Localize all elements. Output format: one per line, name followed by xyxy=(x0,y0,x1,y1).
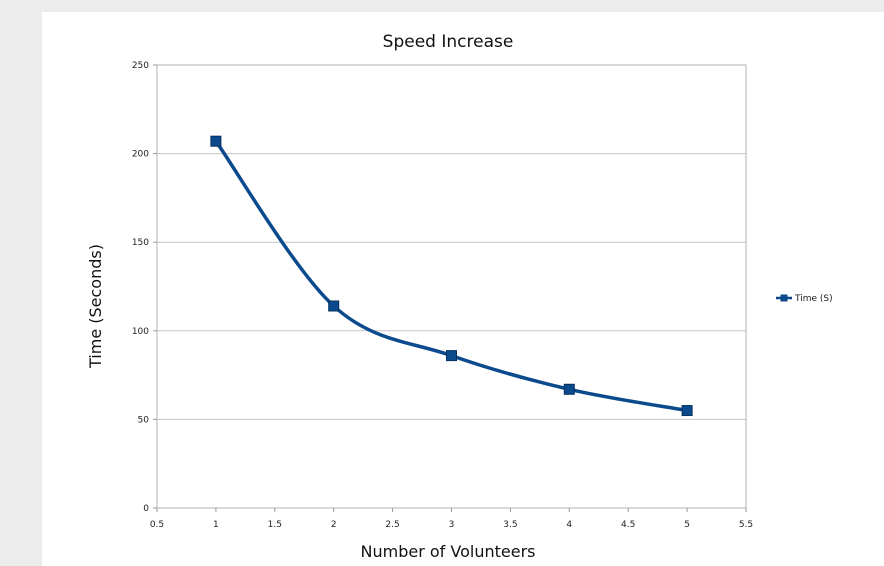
y-axis-ticks: 0 50 100 150 200 250 xyxy=(132,61,157,514)
y-tick-label: 200 xyxy=(132,150,149,160)
data-point xyxy=(328,300,340,312)
y-tick-label: 50 xyxy=(138,415,150,425)
x-tick-label: 4.5 xyxy=(621,520,635,530)
x-tick-label: 0.5 xyxy=(150,520,164,530)
plot-area xyxy=(156,64,747,509)
x-tick-label: 3 xyxy=(449,520,455,530)
chart-title: Speed Increase xyxy=(383,32,514,52)
x-axis-title: Number of Volunteers xyxy=(361,542,536,561)
x-axis-ticks: 0.5 1 1.5 2 2.5 3 3.5 4 4.5 5 5.5 xyxy=(150,508,753,530)
x-tick-label: 1 xyxy=(213,520,219,530)
y-tick-label: 0 xyxy=(143,504,149,514)
data-point xyxy=(446,350,457,362)
x-tick-label: 5.5 xyxy=(739,520,753,530)
data-point xyxy=(563,383,575,395)
x-tick-label: 2.5 xyxy=(385,520,399,530)
y-tick-label: 100 xyxy=(132,327,149,337)
y-tick-label: 150 xyxy=(132,238,149,248)
legend-label-time-s: Time (S) xyxy=(794,294,833,304)
data-point xyxy=(210,135,222,147)
x-tick-label: 3.5 xyxy=(503,520,517,530)
series-line-time-s xyxy=(214,139,689,413)
x-tick-label: 2 xyxy=(331,520,337,530)
y-axis-title: Time (Seconds) xyxy=(86,244,105,369)
data-point xyxy=(681,405,693,417)
legend-marker-time-s xyxy=(780,294,788,302)
chart-panel xyxy=(42,12,884,566)
x-tick-label: 1.5 xyxy=(268,520,282,530)
series-layer xyxy=(210,135,693,417)
x-tick-label: 4 xyxy=(566,520,572,530)
legend: Time (S) xyxy=(776,294,833,304)
x-tick-label: 5 xyxy=(684,520,690,530)
y-tick-label: 250 xyxy=(132,61,149,71)
gridlines xyxy=(157,153,746,420)
